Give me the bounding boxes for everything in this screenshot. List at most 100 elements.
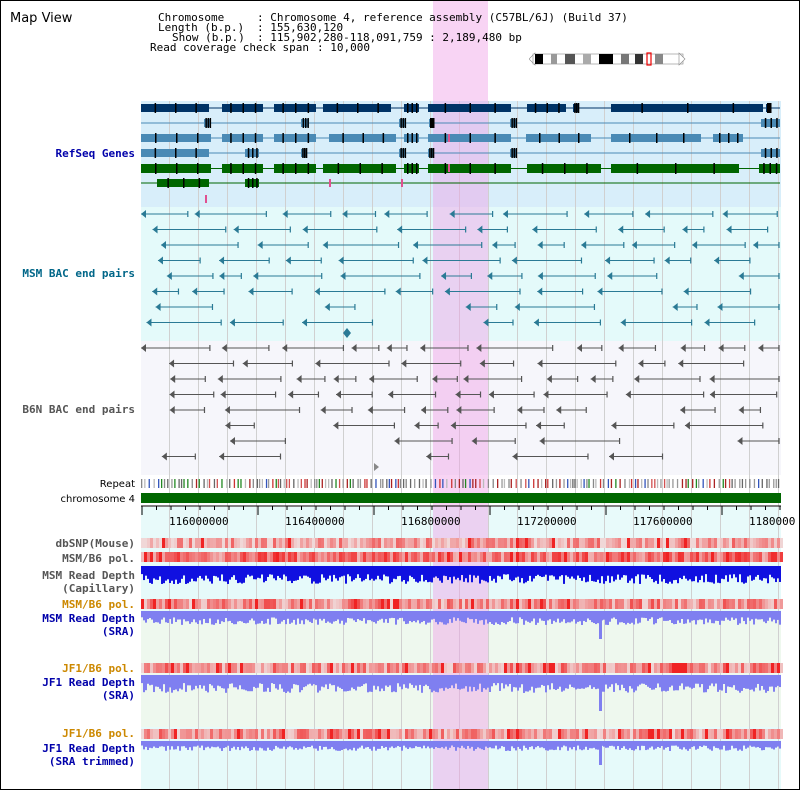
jf1-b6-pol-2-cell	[690, 729, 693, 739]
jf1-depth-trim-bar	[177, 741, 179, 747]
msm-depth-sra-line2: (SRA)	[101, 625, 135, 638]
jf1-b6-pol-cell	[702, 663, 705, 673]
msm-b6-pol-2-cell	[513, 599, 516, 609]
msm-b6-pol-cell	[366, 552, 369, 562]
repeat-element	[515, 479, 517, 488]
msm-depth-sra-bar	[505, 611, 507, 625]
jf1-b6-pol-label-2[interactable]: JF1/B6 pol.	[62, 727, 135, 740]
jf1-depth-sra-label[interactable]: JF1 Read Depth (SRA)	[42, 676, 135, 702]
jf1-depth-trim-label[interactable]: JF1 Read Depth (SRA trimmed)	[42, 742, 135, 768]
msm-depth-cap-bar	[165, 566, 167, 581]
jf1-depth-trim-bar	[553, 741, 555, 751]
b6n-bac-label[interactable]: B6N BAC end pairs	[22, 403, 135, 416]
msm-depth-sra-bar	[369, 611, 371, 621]
jf1-depth-trim-line2: (SRA trimmed)	[48, 755, 135, 768]
msm-depth-sra-bar	[479, 611, 481, 621]
repeat-element	[321, 479, 323, 488]
msm-depth-capillary-label[interactable]: MSM Read Depth (Capillary)	[42, 569, 135, 595]
repeat-element	[497, 479, 499, 488]
msm-depth-cap-bar	[593, 566, 595, 582]
msm-bac-label[interactable]: MSM BAC end pairs	[22, 267, 135, 280]
msm-bac-pair-end	[395, 287, 401, 296]
msm-depth-sra-bar	[253, 611, 255, 621]
dbsnp-cell	[474, 538, 477, 548]
jf1-b6-pol-cell	[492, 663, 495, 673]
jf1-depth-trim-bar	[607, 741, 609, 748]
jf1-depth-trim-bar	[201, 741, 203, 746]
msm-depth-sra-bar	[641, 611, 643, 618]
jf1-depth-sra-bar	[421, 675, 423, 693]
msm-b6-pol-label-1[interactable]: MSM/B6 pol.	[62, 552, 135, 565]
jf1-depth-sra-bar	[551, 675, 553, 684]
msm-depth-sra-bar	[475, 611, 477, 619]
jf1-b6-pol-2-cell	[222, 729, 225, 739]
jf1-depth-trim-bar	[701, 741, 703, 747]
msm-depth-cap-bar	[301, 566, 303, 579]
msm-depth-sra-bar	[353, 611, 355, 621]
msm-b6-pol-2-cell	[696, 599, 699, 609]
repeat-element	[195, 479, 198, 488]
jf1-depth-trim-bar	[617, 741, 619, 747]
msm-depth-cap-bar	[169, 566, 171, 584]
jf1-depth-sra-bar	[271, 675, 273, 684]
jf1-b6-pol-2-cell	[735, 729, 738, 739]
b6n-bac-pair-end	[718, 344, 724, 352]
jf1-b6-pol-2-cell	[198, 729, 201, 739]
msm-b6-pol-cell	[531, 552, 534, 562]
dbsnp-label[interactable]: dbSNP(Mouse)	[55, 537, 135, 550]
msm-depth-cap-bar	[255, 566, 257, 580]
jf1-b6-pol-2-cell	[537, 729, 540, 739]
msm-depth-sra-bar	[635, 611, 637, 619]
jf1-b6-pol-2-cell	[693, 729, 696, 739]
msm-depth-cap-bar	[289, 566, 291, 581]
msm-depth-sra-bar	[743, 611, 745, 622]
jf1-depth-sra-bar	[283, 675, 285, 692]
jf1-b6-pol-2-cell	[351, 729, 354, 739]
b6n-bac-pair-end	[420, 344, 426, 352]
jf1-depth-sra-bar	[779, 675, 781, 688]
chromosome-ideogram[interactable]	[529, 52, 689, 66]
jf1-b6-pol-2-cell	[624, 729, 627, 739]
msm-b6-pol-2-cell	[396, 599, 399, 609]
jf1-b6-pol-cell	[369, 663, 372, 673]
jf1-depth-trim-bar	[153, 741, 155, 747]
msm-depth-sra-bar	[319, 611, 321, 619]
jf1-b6-pol-cell	[543, 663, 546, 673]
msm-depth-sra-bar	[233, 611, 235, 625]
msm-depth-cap-bar	[309, 566, 311, 578]
msm-depth-sra-bar	[749, 611, 751, 621]
jf1-b6-pol-2-cell	[204, 729, 207, 739]
jf1-depth-trim-bar	[731, 741, 733, 746]
refseq-genes-label[interactable]: RefSeq Genes	[55, 147, 135, 160]
dbsnp-cell	[606, 538, 609, 548]
jf1-b6-pol-cell	[705, 663, 708, 673]
dbsnp-cell	[288, 538, 291, 548]
msm-bac-pair-end	[413, 241, 419, 249]
jf1-depth-trim-bar	[739, 741, 741, 750]
jf1-depth-sra-bar	[579, 675, 581, 689]
jf1-depth-sra-bar	[549, 675, 551, 690]
msm-depth-sra-bar	[651, 611, 653, 618]
msm-depth-sra-label[interactable]: MSM Read Depth (SRA)	[42, 612, 135, 638]
jf1-depth-trim-bar	[459, 741, 461, 749]
msm-depth-cap-bar	[199, 566, 201, 576]
dbsnp-cell	[204, 538, 207, 548]
jf1-b6-pol-label-1[interactable]: JF1/B6 pol.	[62, 662, 135, 675]
jf1-b6-pol-cell	[765, 663, 768, 673]
jf1-depth-trim-bar	[249, 741, 251, 751]
msm-depth-cap-bar	[503, 566, 505, 575]
msm-b6-pol-label-2[interactable]: MSM/B6 pol.	[62, 598, 135, 611]
jf1-depth-trim-bar	[707, 741, 709, 749]
msm-depth-sra-bar	[421, 611, 423, 623]
msm-depth-cap-bar	[677, 566, 679, 584]
exon-tick	[430, 118, 432, 128]
msm-b6-pol-cell	[348, 552, 351, 562]
msm-b6-pol-2-cell	[597, 599, 600, 609]
exon-tick	[636, 163, 639, 174]
msm-b6-pol-cell	[381, 552, 384, 562]
msm-depth-cap-bar	[253, 566, 255, 580]
jf1-depth-trim-bar	[753, 741, 755, 747]
jf1-depth-trim-bar	[517, 741, 519, 747]
msm-b6-pol-cell	[504, 552, 507, 562]
